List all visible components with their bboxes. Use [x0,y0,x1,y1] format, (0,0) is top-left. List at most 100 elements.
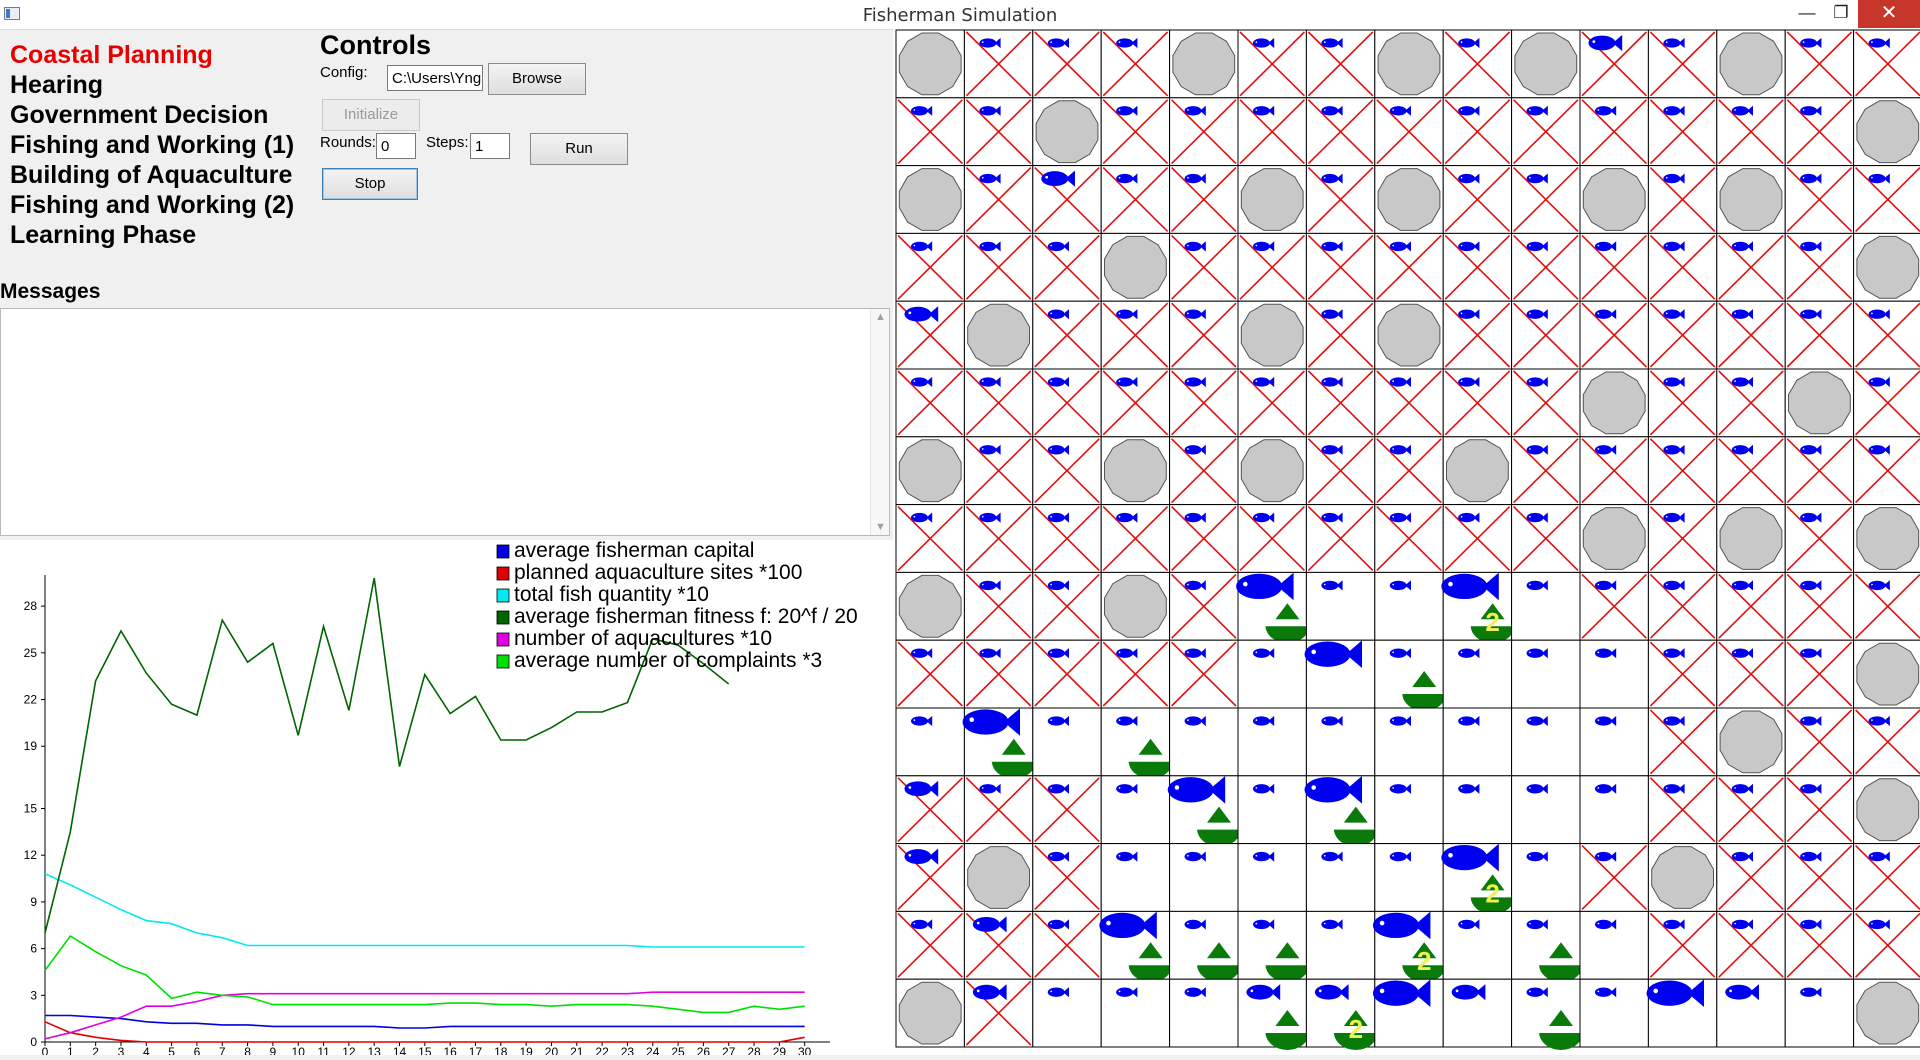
grid-cell [1647,707,1718,777]
y-tick-label: 19 [24,739,38,753]
grid-cell [1511,707,1581,777]
restricted-cross-icon [1171,573,1237,639]
fish-icon [979,241,1001,252]
fish-icon [1321,241,1343,252]
rock-icon [1377,32,1441,96]
fish-icon [1167,776,1226,804]
fish-icon [1800,715,1822,727]
fish-icon [1389,715,1411,727]
fish-icon [1047,648,1069,659]
fish-icon [1389,512,1411,523]
restricted-cross-icon [1855,167,1920,232]
restricted-cross-icon [965,506,1032,571]
fish-icon [979,37,1001,49]
fish-icon [1252,512,1275,523]
restricted-cross-icon [965,234,1032,300]
restricted-cross-icon [1649,167,1716,232]
fish-icon [1389,444,1411,455]
restricted-cross-icon [1855,709,1920,775]
grid-cell [895,639,965,709]
fish-icon [1868,376,1890,388]
fish-icon [1458,241,1480,252]
maximize-button[interactable]: ❐ [1833,3,1849,22]
grid-cell [1442,910,1513,980]
grid-cell [1032,97,1102,167]
rounds-input[interactable]: 0 [376,133,416,159]
x-tick-label: 17 [469,1045,483,1055]
fish-icon [1458,919,1480,930]
grid-cell [1100,29,1171,99]
fish-icon [1321,715,1343,727]
legend-swatch [496,632,510,647]
restricted-cross-icon [1444,31,1511,97]
grid-cell [1647,97,1718,167]
rock-icon [1856,642,1920,706]
stop-button[interactable]: Stop [322,168,418,200]
initialize-button[interactable]: Initialize [322,99,420,131]
grid-cell [895,910,965,980]
fish-icon [1458,376,1480,388]
restricted-cross-icon [965,99,1032,165]
close-button[interactable]: ✕ [1858,0,1920,28]
grid-cell [1716,639,1786,709]
restricted-cross-icon [1513,167,1579,232]
run-button[interactable]: Run [530,133,628,165]
grid-cell [963,571,1034,641]
y-tick-label: 3 [30,988,37,1002]
grid-cell [1442,232,1513,302]
fish-icon [1321,309,1343,320]
fish-icon [1646,979,1704,1007]
minimize-button[interactable]: — [1798,3,1816,22]
grid-cell [1716,910,1786,980]
fish-icon [1184,444,1206,455]
fish-icon [1246,984,1281,1001]
boat-icon [1265,603,1310,644]
x-tick-label: 12 [342,1045,356,1055]
fish-icon [1526,376,1548,388]
legend-label: number of aquacultures *10 [514,627,772,650]
grid-cell [1169,29,1239,99]
rock-icon [1788,371,1851,435]
fish-icon [1663,37,1685,49]
messages-scrollbar[interactable]: ▲ ▼ [870,309,889,535]
fish-icon [1047,241,1069,252]
grid-cell [1169,843,1239,912]
grid-cell [1784,843,1855,912]
grid-cell [1374,29,1444,99]
grid-cell [1374,165,1444,234]
x-tick-label: 29 [773,1045,787,1055]
grid-cell [1716,707,1786,777]
restricted-cross-icon [1307,167,1374,232]
restricted-cross-icon [1581,99,1647,165]
x-tick-label: 18 [494,1045,508,1055]
fish-icon [1526,241,1548,252]
browse-button[interactable]: Browse [488,63,586,95]
grid-cell [1853,843,1920,912]
config-input[interactable]: C:\Users\Yng [387,65,483,91]
grid-cell [895,775,965,845]
restricted-cross-icon [1034,641,1100,707]
restricted-cross-icon [1034,302,1100,368]
restricted-cross-icon [1718,234,1784,300]
restricted-cross-icon [1718,777,1784,843]
fish-icon [1389,105,1411,116]
legend-label: average fisherman fitness f: 20^f / 20 [514,605,858,628]
fish-icon [1594,919,1617,930]
fish-icon [1868,37,1890,49]
fish-icon [1321,105,1343,116]
controls-title: Controls [320,30,431,60]
fish-icon [1041,170,1075,187]
grid-cell [1237,29,1307,99]
grid-cell [1646,978,1718,1048]
scroll-down-icon[interactable]: ▼ [875,521,886,533]
grid-cell [1579,29,1649,99]
restricted-cross-icon [1376,99,1442,165]
steps-input[interactable]: 1 [470,133,510,159]
x-tick-label: 24 [646,1045,660,1055]
grid-cell [895,707,965,777]
messages-textarea[interactable]: ▲ ▼ [0,308,890,536]
restricted-cross-icon [1376,506,1442,571]
grid-cell [1716,843,1786,912]
scroll-up-icon[interactable]: ▲ [875,311,886,323]
grid-cell [1784,29,1855,99]
